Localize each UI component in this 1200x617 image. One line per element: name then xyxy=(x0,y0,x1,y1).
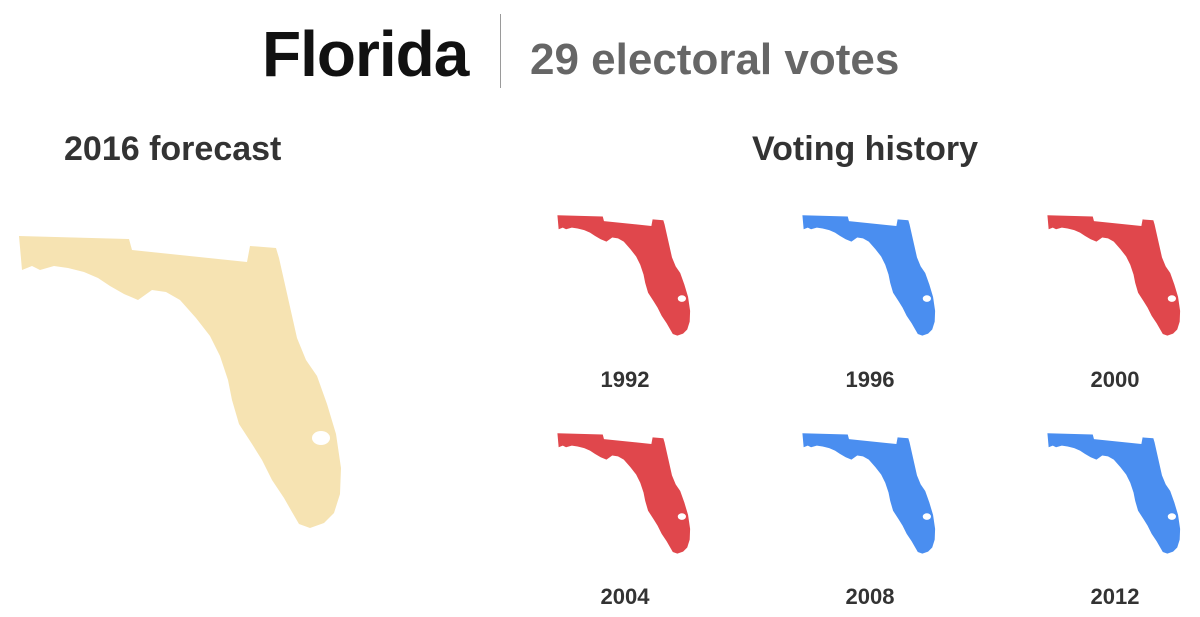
year-label-1992: 1992 xyxy=(600,367,650,392)
history-state-shape xyxy=(802,215,936,336)
lake-okeechobee xyxy=(677,295,686,302)
year-label-2000: 2000 xyxy=(1090,367,1140,392)
state-title: Florida xyxy=(262,18,469,90)
lake-okeechobee xyxy=(1167,513,1176,520)
electoral-votes: 29 electoral votes xyxy=(530,35,900,84)
forecast-map xyxy=(19,236,341,528)
year-label-2004: 2004 xyxy=(600,584,650,609)
forecast-state-shape xyxy=(19,236,341,528)
history-state-shape xyxy=(557,433,691,554)
forecast-title: 2016 forecast xyxy=(64,130,282,168)
lake-okeechobee xyxy=(922,513,931,520)
year-label-2012: 2012 xyxy=(1090,584,1140,609)
history-title: Voting history xyxy=(752,130,979,168)
lake-okeechobee xyxy=(922,295,931,302)
year-label-2008: 2008 xyxy=(845,584,895,609)
history-state-shape xyxy=(557,215,691,336)
history-state-shape xyxy=(1047,215,1181,336)
history-map-2008 xyxy=(802,433,936,554)
history-state-shape xyxy=(1047,433,1181,554)
history-map-1992 xyxy=(557,215,691,336)
lake-okeechobee xyxy=(312,431,330,445)
history-map-1996 xyxy=(802,215,936,336)
history-map-2000 xyxy=(1047,215,1181,336)
year-label-1996: 1996 xyxy=(845,367,895,392)
lake-okeechobee xyxy=(677,513,686,520)
history-map-2004 xyxy=(557,433,691,554)
history-map-2012 xyxy=(1047,433,1181,554)
header: Florida 29 electoral votes xyxy=(0,10,1200,100)
lake-okeechobee xyxy=(1167,295,1176,302)
history-state-shape xyxy=(802,433,936,554)
title-divider xyxy=(500,14,501,88)
